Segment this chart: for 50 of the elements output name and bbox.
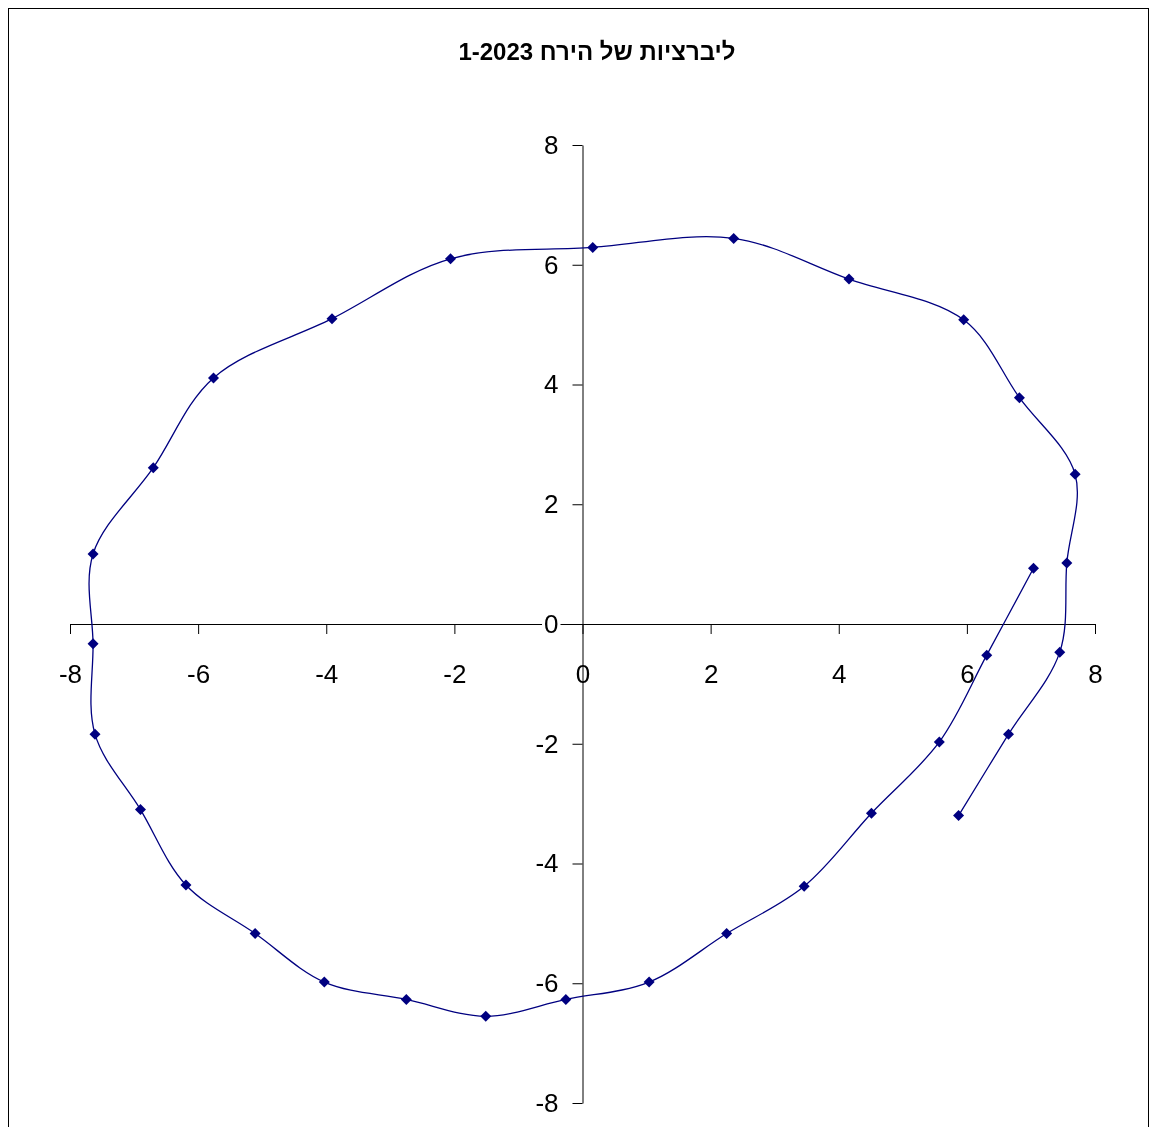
x-tick-label: 8	[1088, 659, 1103, 690]
x-tick-label: 4	[832, 659, 847, 690]
point	[1003, 728, 1015, 740]
x-tick-label: 6	[960, 659, 975, 690]
point	[953, 810, 965, 822]
point	[865, 807, 877, 819]
point	[87, 638, 99, 650]
point	[180, 879, 192, 891]
point	[249, 928, 261, 940]
point	[1069, 468, 1081, 480]
point	[445, 253, 457, 265]
x-tick-label: 2	[703, 659, 719, 690]
point	[326, 313, 338, 325]
x-tick-label: -8	[58, 659, 83, 690]
y-tick-label: 2	[544, 489, 559, 520]
x-tick-label: -4	[315, 659, 339, 690]
point	[933, 736, 945, 748]
x-tick-label: 0	[575, 659, 591, 690]
y-tick-label: 4	[544, 369, 559, 400]
point	[721, 928, 733, 940]
y-tick-label: -4	[535, 848, 559, 879]
y-tick-label: 8	[544, 129, 559, 160]
point	[400, 993, 412, 1005]
y-tick-label: 6	[544, 249, 559, 280]
y-tick-label: -6	[535, 968, 559, 999]
point	[643, 976, 655, 988]
point	[134, 804, 146, 816]
point	[728, 232, 740, 244]
point	[1061, 557, 1073, 569]
point	[1054, 646, 1066, 658]
point	[87, 548, 99, 560]
x-tick-label: -2	[443, 659, 467, 690]
point	[981, 649, 993, 661]
y-tick-label: 0	[544, 608, 559, 639]
point	[480, 1010, 492, 1022]
point	[798, 880, 810, 892]
point	[318, 976, 330, 988]
point	[89, 728, 101, 740]
y-tick-label: -8	[535, 1087, 559, 1118]
point	[147, 462, 159, 474]
point	[1013, 392, 1025, 404]
y-tick-label: -2	[535, 728, 559, 759]
chart-title: ליברציות של הירח 1-2023	[458, 38, 736, 65]
x-tick-label: -6	[187, 659, 211, 690]
point	[958, 314, 970, 326]
point	[843, 273, 855, 285]
point	[1028, 562, 1039, 574]
point	[587, 241, 599, 253]
point	[560, 993, 572, 1005]
point	[208, 372, 219, 384]
